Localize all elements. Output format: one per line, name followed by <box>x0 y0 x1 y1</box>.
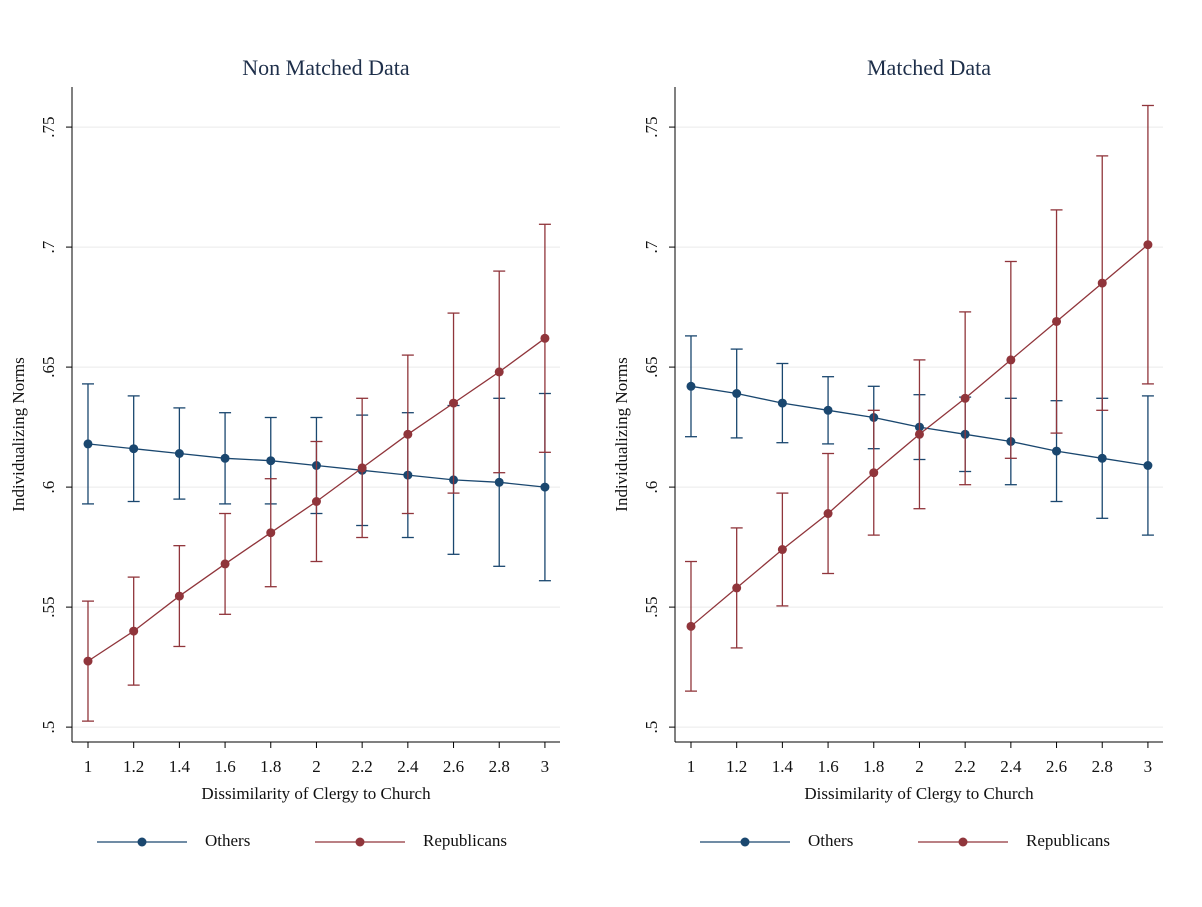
point <box>220 559 230 569</box>
point <box>83 439 93 449</box>
point <box>1052 316 1062 326</box>
point <box>869 468 879 478</box>
point <box>1143 240 1153 250</box>
point <box>1097 453 1107 463</box>
point <box>686 621 696 631</box>
x-tick-label: 2.2 <box>955 757 976 776</box>
x-tick-label: 3 <box>1144 757 1153 776</box>
point <box>266 528 276 538</box>
y-axis-label: Individualizing Norms <box>612 357 631 511</box>
x-tick-label: 1.4 <box>772 757 794 776</box>
point <box>732 583 742 593</box>
legend-marker <box>958 837 968 847</box>
point <box>494 477 504 487</box>
point <box>1143 461 1153 471</box>
point <box>777 545 787 555</box>
y-tick-label: .6 <box>39 481 58 494</box>
x-tick-label: 2.6 <box>443 757 464 776</box>
legend-marker <box>355 837 365 847</box>
y-tick-label: .75 <box>39 116 58 137</box>
point <box>732 388 742 398</box>
x-tick-label: 2.6 <box>1046 757 1067 776</box>
x-tick-label: 1 <box>687 757 696 776</box>
point <box>686 381 696 391</box>
y-tick-label: .55 <box>642 596 661 617</box>
x-tick-label: 2 <box>312 757 321 776</box>
point <box>357 463 367 473</box>
legend-marker <box>740 837 750 847</box>
point <box>174 591 184 601</box>
point <box>540 333 550 343</box>
y-tick-label: .7 <box>39 240 58 253</box>
point <box>1097 278 1107 288</box>
x-axis-label: Dissimilarity of Clergy to Church <box>804 784 1034 803</box>
y-tick-label: .6 <box>642 481 661 494</box>
x-tick-label: 1.2 <box>123 757 144 776</box>
point <box>540 482 550 492</box>
chart-title: Matched Data <box>867 55 991 80</box>
x-tick-label: 2.2 <box>352 757 373 776</box>
x-tick-label: 2.8 <box>1092 757 1113 776</box>
x-tick-label: 2.8 <box>489 757 510 776</box>
legend-label: Republicans <box>1026 831 1110 850</box>
y-tick-label: .5 <box>642 721 661 734</box>
point <box>960 393 970 403</box>
point <box>494 367 504 377</box>
y-tick-label: .65 <box>642 356 661 377</box>
point <box>266 456 276 466</box>
y-tick-label: .7 <box>642 240 661 253</box>
y-tick-label: .55 <box>39 596 58 617</box>
point <box>1006 355 1016 365</box>
point <box>403 429 413 439</box>
chart-title: Non Matched Data <box>242 55 410 80</box>
x-axis-label: Dissimilarity of Clergy to Church <box>201 784 431 803</box>
point <box>777 398 787 408</box>
point <box>914 429 924 439</box>
x-tick-label: 1.6 <box>817 757 838 776</box>
x-tick-label: 1.4 <box>169 757 191 776</box>
x-tick-label: 2.4 <box>1000 757 1022 776</box>
x-tick-label: 1.8 <box>863 757 884 776</box>
x-tick-label: 1.2 <box>726 757 747 776</box>
x-tick-label: 1.8 <box>260 757 281 776</box>
point <box>220 453 230 463</box>
point <box>311 497 321 507</box>
point <box>129 626 139 636</box>
legend-label: Others <box>205 831 250 850</box>
legend-label: Republicans <box>423 831 507 850</box>
x-tick-label: 2.4 <box>397 757 419 776</box>
y-axis-label: Individualizing Norms <box>9 357 28 511</box>
point <box>174 449 184 459</box>
legend-marker <box>137 837 147 847</box>
point <box>823 405 833 415</box>
x-tick-label: 2 <box>915 757 924 776</box>
point <box>1052 446 1062 456</box>
point <box>449 398 459 408</box>
legend-label: Others <box>808 831 853 850</box>
y-tick-label: .75 <box>642 116 661 137</box>
x-tick-label: 3 <box>541 757 550 776</box>
point <box>823 509 833 519</box>
x-tick-label: 1 <box>84 757 93 776</box>
point <box>129 444 139 454</box>
x-tick-label: 1.6 <box>214 757 235 776</box>
point <box>83 656 93 666</box>
y-tick-label: .65 <box>39 356 58 377</box>
y-tick-label: .5 <box>39 721 58 734</box>
